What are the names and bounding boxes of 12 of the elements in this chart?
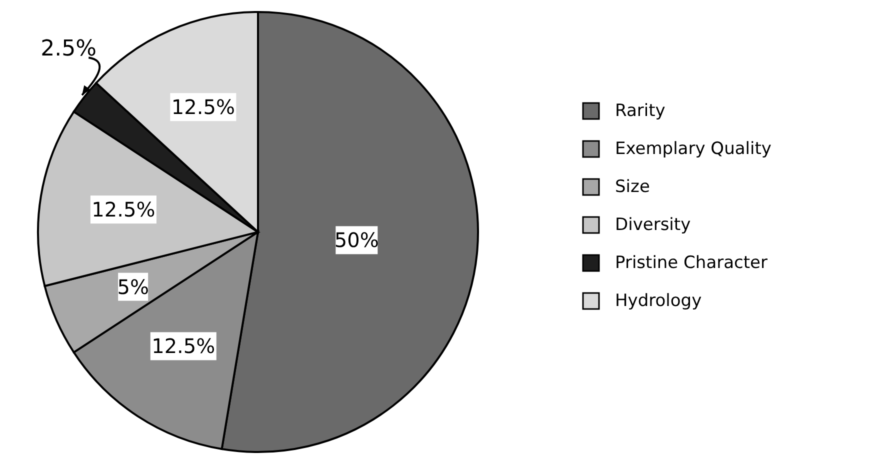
data-label: 5% [117, 274, 149, 299]
data-label: 50% [334, 228, 379, 252]
legend-label: Diversity [615, 215, 691, 235]
legend-label: Pristine Character [615, 253, 768, 273]
data-label: 12.5% [171, 95, 235, 120]
data-label: 2.5% [40, 36, 97, 62]
legend-label: Hydrology [615, 291, 702, 311]
legend-label: Size [615, 177, 650, 197]
legend-label: Rarity [615, 101, 666, 121]
data-label: 12.5% [152, 334, 216, 358]
legend-label: Exemplary Quality [615, 139, 772, 159]
data-label: 12.5% [92, 198, 156, 222]
